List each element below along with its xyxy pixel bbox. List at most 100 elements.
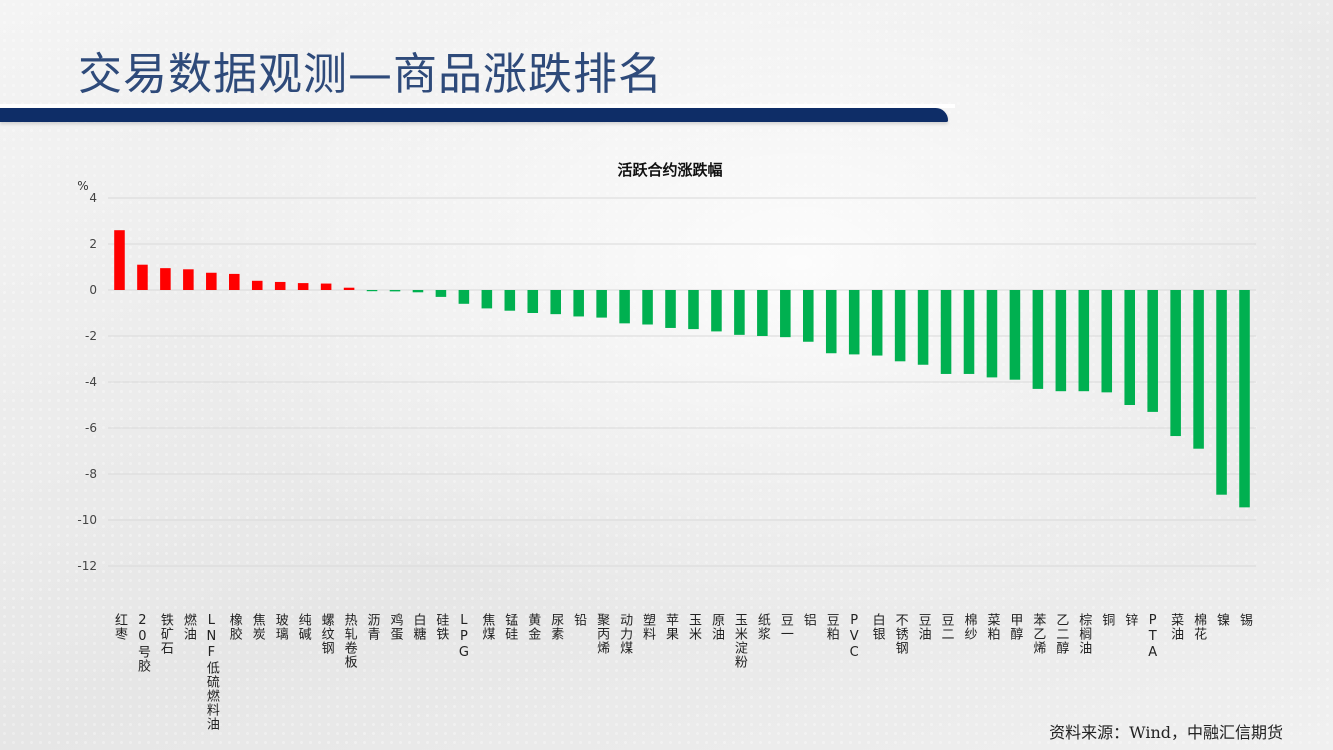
title-bar-highlight [0,104,955,108]
x-tick-label: 20号胶 [135,613,151,673]
bar-18 [527,290,539,313]
bar-17 [504,290,516,311]
x-tick-label: PTA [1145,613,1160,661]
x-tick-label: 尿素 [548,613,564,641]
bar-33 [871,290,883,356]
source-note: 资料来源：Wind，中融汇信期货 [1049,723,1283,742]
bar-27 [734,290,745,335]
bar-39 [1009,290,1021,380]
bar-30 [802,290,814,342]
title-bar [0,108,948,122]
chart-title: 活跃合约涨跌幅 [617,161,722,179]
x-tick-label: 锡 [1237,613,1253,627]
x-tick-label: 铝 [801,613,817,627]
x-tick-label: 纯碱 [296,613,312,641]
page-title: 交易数据观测—商品涨跌排名 [78,49,663,100]
bar-3 [183,269,194,290]
x-tick-label: 苹果 [663,613,679,641]
x-tick-label: 铅 [571,613,587,627]
y-tick-label: 2 [89,237,97,251]
bar-26 [711,290,722,332]
x-tick-label: 橡胶 [227,613,243,641]
bar-40 [1032,290,1044,389]
x-tick-label: 豆油 [916,613,932,641]
bar-45 [1147,290,1158,412]
bar-5 [228,273,240,290]
bar-24 [665,290,676,328]
bar-4 [206,272,217,290]
bar-9 [320,283,332,290]
x-tick-label: 玉米 [686,613,702,641]
bar-46 [1170,290,1181,437]
x-tick-label: 铁矿石 [158,613,174,655]
bar-19 [550,290,562,315]
x-tick-label: 豆粕 [824,613,840,641]
x-tick-label: 棉纱 [962,613,978,641]
bar-48 [1216,290,1227,495]
x-tick-label: 豆二 [939,613,955,641]
bar-15 [458,290,470,304]
bar-31 [825,290,837,354]
x-tick-label: 玻璃 [273,613,289,641]
x-tick-label: 豆一 [778,613,794,641]
y-tick-label: -10 [77,513,97,527]
x-tick-label: 原油 [709,613,725,641]
bar-25 [688,290,699,330]
x-tick-label: LPG [456,613,471,661]
x-tick-label: 黄金 [525,613,541,641]
bar-14 [435,290,447,297]
bar-38 [986,290,998,378]
bar-47 [1193,290,1204,449]
x-tick-label: 聚丙烯 [594,613,610,655]
x-tick-label: 沥青 [365,613,381,641]
bar-22 [619,290,630,324]
bar-49 [1239,290,1250,508]
bar-36 [940,290,952,374]
x-tick-label: 苯乙烯 [1030,613,1046,655]
bar-6 [251,280,263,290]
x-tick-label: 塑料 [640,613,656,641]
x-tick-label: 动力煤 [617,613,633,655]
bar-41 [1055,290,1067,392]
x-tick-label: 燃油 [181,612,197,641]
x-tick-label: 焦炭 [250,613,266,641]
y-tick-label: 0 [89,283,97,297]
x-tick-label: 铜 [1099,613,1115,627]
bars [114,230,1250,508]
x-tick-label: LNF低硫燃料油 [204,613,220,731]
bar-2 [160,268,171,290]
y-tick-label: -4 [85,375,97,389]
bar-10 [343,287,355,290]
bar-13 [412,290,424,293]
x-tick-label: 菜粕 [984,613,1000,641]
bar-21 [596,290,607,318]
bar-20 [573,290,584,317]
x-tick-label: 焦煤 [479,613,495,641]
x-tick-label: 螺纹钢 [319,613,335,655]
bar-11 [366,290,378,292]
x-tick-label: 不锈钢 [893,613,909,655]
x-tick-label: 白银 [870,612,886,641]
bar-1 [137,264,148,290]
bar-35 [917,290,929,365]
x-tick-label: 红枣 [112,612,128,641]
x-tick-label: 镍 [1214,613,1230,627]
bar-23 [642,290,653,325]
y-tick-labels: 4 2 0 -2 -4 -6 -8 -10 -12 [77,191,97,573]
x-tick-label: PVC [847,613,862,661]
x-tick-label: 纸浆 [755,613,771,641]
y-tick-label: -2 [85,329,97,343]
y-tick-label: -12 [77,559,97,573]
x-tick-label: 硅铁 [433,613,449,641]
bar-0 [114,230,125,290]
x-tick-label: 玉米淀粉 [732,613,748,669]
bar-28 [757,290,768,336]
x-tick-label: 热轧卷板 [342,613,358,669]
bar-29 [780,290,791,338]
bar-37 [963,290,975,374]
bar-44 [1124,290,1136,405]
bar-8 [297,283,309,290]
x-tick-labels: 红枣 20号胶 铁矿石 燃油 LNF低硫燃料油 橡胶 焦炭 玻璃 纯碱 螺纹钢 热轧卷板 沥青 鸡蛋 白糖… [112,612,1253,731]
x-tick-label: 棕榈油 [1076,613,1092,655]
